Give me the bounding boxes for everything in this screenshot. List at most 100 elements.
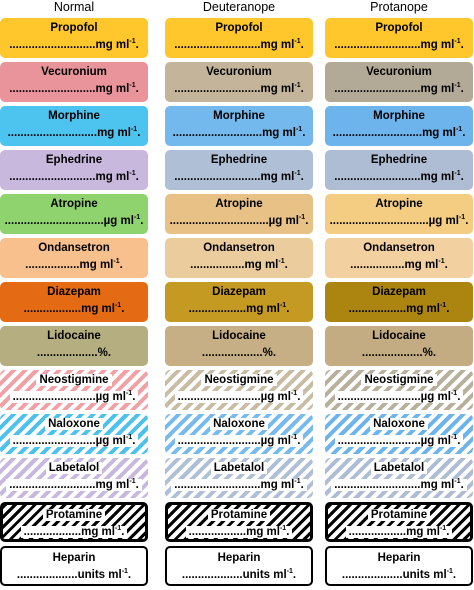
concentration-text: ..................mg ml-1. [185,525,293,538]
concentration-text: ..................mg ml-1. [348,302,450,315]
dot-leader: ........................... [174,171,261,183]
end-period: . [297,391,301,403]
concentration-line: ...........................mg ml-1. [165,170,313,184]
unit-text: µg ml [95,435,126,447]
end-period: . [444,259,448,271]
unit-exponent: -1 [114,302,122,310]
label-atropine-protanope: Atropine ...............................µ… [325,194,473,234]
unit-exponent: -1 [129,82,136,90]
concentration-line: ...........................mg ml-1. [325,478,473,492]
concentration-line: ...................%. [0,346,148,360]
unit-exponent: -1 [125,434,133,442]
column-header-deuteranope: Deuteranope [202,0,276,14]
dot-leader: .................. [23,303,82,315]
drug-name-text: Diazepam [47,286,101,298]
drug-name: Protamine [3,508,145,522]
dot-leader: .......................... [337,391,421,403]
unit-exponent: -1 [125,390,133,398]
concentration-line: ...................%. [325,346,473,360]
label-vecuronium-protanope: Vecuronium ...........................mg … [325,62,473,102]
unit-text: mg ml [244,259,279,271]
dot-leader: .................. [188,303,247,315]
unit-text: µg ml [260,391,291,403]
concentration-text: ..................mg ml-1. [23,302,125,315]
concentration-line: ...................units ml-1. [167,568,311,582]
dot-leader: ................. [25,259,80,271]
end-period: . [135,171,139,183]
unit-text: mg ml [260,83,295,95]
drug-name-text: Neostigmine [201,374,277,386]
end-period: . [135,83,139,95]
concentration-text: ...........................mg ml-1. [9,170,139,183]
unit-exponent: -1 [454,478,461,486]
concentration-text: ..........................µg ml-1. [334,434,464,447]
unit-text: mg ml [260,479,295,491]
concentration-text: ............................mg ml-1. [332,126,466,139]
unit-exponent: -1 [286,568,293,576]
drug-name: Vecuronium [165,65,313,79]
drug-name: Labetalol [165,461,313,475]
drug-name-text: Morphine [373,110,425,122]
unit-exponent: -1 [294,170,301,178]
end-period: . [452,569,457,581]
drug-name-text: Naloxone [210,418,268,430]
unit-text: µg ml [428,215,459,227]
concentration-text: ..........................µg ml-1. [174,434,304,447]
drug-name: Diazepam [0,285,148,299]
concentration-text: .................mg ml-1. [25,258,123,271]
label-propofol-deuteranope: Propofol ...........................mg ml… [165,18,313,58]
unit-exponent: -1 [298,214,306,222]
concentration-text: ...........................mg ml-1. [334,170,464,183]
unit-exponent: -1 [130,126,138,134]
drug-name: Neostigmine [0,373,148,387]
concentration-line: ...........................mg ml-1. [165,38,313,52]
label-naloxone-deuteranope: Naloxone ..........................µg ml-… [165,414,313,454]
unit-exponent: -1 [129,38,136,46]
unit-exponent: -1 [458,214,466,222]
concentration-line: ...................units ml-1. [2,568,146,582]
dot-leader: ................... [201,347,263,359]
end-period: . [272,347,277,359]
unit-text: mg ml [246,526,280,538]
drug-name-text: Ephedrine [210,154,268,166]
drug-name: Labetalol [0,461,148,475]
concentration-line: ..................mg ml-1. [3,525,145,539]
label-lidocaine-normal: Lidocaine...................%. [0,326,148,366]
label-morphine-protanope: Morphine ............................mg m… [325,106,473,146]
concentration-text: ...................units ml-1. [338,568,460,581]
dot-leader: ............................ [332,127,423,139]
dot-leader: ................... [36,347,98,359]
drug-name-text: Lidocaine [212,330,266,342]
drug-name-text: Diazepam [372,286,426,298]
label-neostigmine-deuteranope: Neostigmine ..........................µg … [165,370,313,410]
concentration-line: ...............................µg ml-1. [165,214,313,228]
dot-leader: .................. [348,303,407,315]
label-heparin-deuteranope: Heparin ...................units ml-1. [165,546,313,586]
end-period: . [462,127,466,139]
drug-name: Propofol [0,21,148,35]
drug-name-text: Labetalol [210,462,268,474]
unit-exponent: -1 [121,568,128,576]
drug-name: Propofol [165,21,313,35]
concentration-text: ..........................µg ml-1. [9,434,139,447]
end-period: . [135,479,139,491]
unit-text: mg ml [95,479,130,491]
end-period: . [132,435,136,447]
unit-text: µg ml [420,435,451,447]
column-header-protanope: Protanope [370,0,428,14]
unit-text: mg ml [420,479,455,491]
dot-leader: ............................... [329,215,429,227]
drug-name-text: Vecuronium [41,66,107,78]
unit-text: mg ml [420,39,455,51]
unit-text: µg ml [103,215,134,227]
drug-name-text: Neostigmine [361,374,437,386]
end-period: . [284,259,288,271]
unit-text: mg ml [81,303,115,315]
dot-leader: ............................... [169,215,269,227]
concentration-text: ...........................mg ml-1. [174,82,304,95]
drug-name: Atropine [0,197,148,211]
end-period: . [305,215,309,227]
end-period: . [300,39,304,51]
dot-leader: .......................... [177,391,261,403]
drug-name-text: Protamine [367,509,431,521]
